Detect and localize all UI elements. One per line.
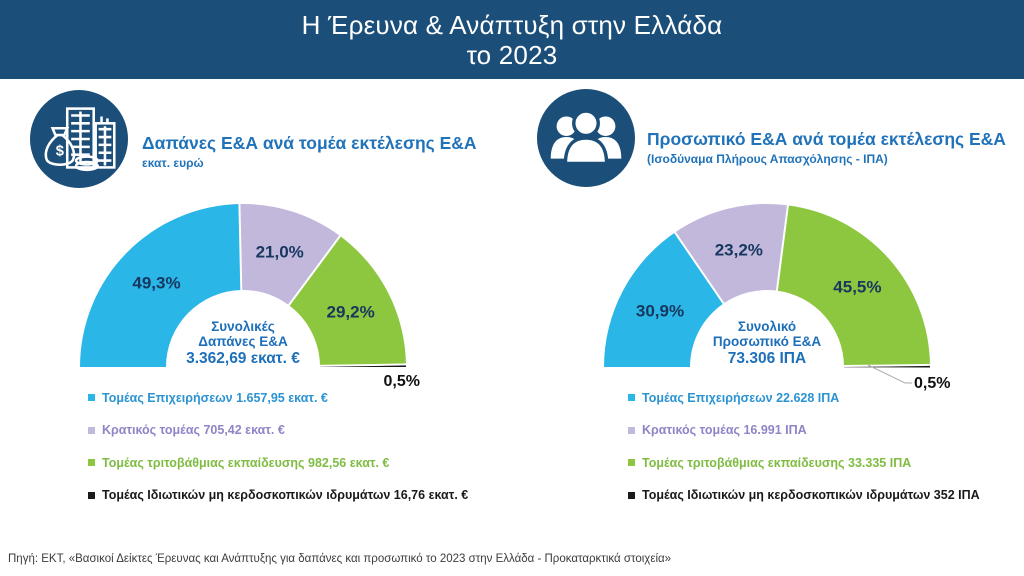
legend-item: Τομέας Ιδιωτικών μη κερδοσκοπικών ιδρυμά… — [628, 488, 980, 502]
legend-label: Τομέας Επιχειρήσεων 1.657,95 εκατ. € — [102, 390, 328, 405]
expenditure-legend: Τομέας Επιχειρήσεων 1.657,95 εκατ. € Κρα… — [88, 391, 468, 521]
total-label-line: Συνολικές — [211, 319, 275, 334]
svg-text:$: $ — [56, 144, 64, 160]
legend-bullet — [88, 426, 95, 434]
donut-segment — [239, 204, 341, 306]
total-label-line: Συνολικό — [737, 319, 797, 334]
donut-segment — [674, 203, 788, 304]
legend-bullet — [88, 459, 95, 466]
legend-label: Κρατικός τομέας 16.991 ΙΠΑ — [642, 423, 807, 437]
segment-percent-label: 21,0% — [256, 243, 304, 262]
page-title-line-1: Η Έρευνα & Ανάπτυξη στην Ελλάδα — [301, 9, 723, 40]
total-label-line: Προσωπικό Ε&Α — [712, 334, 822, 349]
segment-seam — [286, 234, 342, 308]
legend-bullet — [628, 459, 635, 466]
legend-label: Τομέας Επιχειρήσεων 22.628 ΙΠΑ — [642, 390, 840, 405]
panel-title-expenditure: Δαπάνες Ε&Α ανά τομέα εκτέλεσης Ε&Α — [142, 133, 477, 153]
people-group-icon — [537, 89, 635, 187]
segment-percent-label: 45,5% — [833, 278, 881, 297]
legend-item: Κρατικός τομέας 705,42 εκατ. € — [88, 423, 468, 437]
total-label-line: Δαπάνες Ε&Α — [198, 334, 288, 349]
segment-percent-label: 23,2% — [715, 240, 763, 259]
segment-seam — [673, 230, 726, 306]
donut-segment — [776, 205, 930, 367]
segment-seam — [238, 202, 243, 293]
legend-item: Κρατικός τομέας 16.991 ΙΠΑ — [628, 423, 980, 437]
expenditure-donut-chart: 49,3% 21,0% 29,2% 0,5% — [80, 202, 420, 390]
legend-bullet — [628, 426, 635, 434]
donut-segment — [604, 232, 724, 367]
donut-segment — [288, 236, 406, 366]
personnel-total-label: Συνολικό Προσωπικό Ε&Α 73.306 ΙΠΑ — [682, 319, 852, 367]
label-leader-line — [867, 364, 912, 384]
donut-segment — [80, 204, 242, 367]
legend-label: Τομέας τριτοβάθμιας εκπαίδευσης 982,56 ε… — [102, 455, 390, 470]
segment-percent-label: 0,5% — [914, 375, 950, 392]
segment-percent-label: 29,2% — [326, 303, 374, 322]
segment-percent-label: 0,5% — [384, 373, 420, 390]
segment-seam — [775, 203, 790, 293]
legend-label: Τομέας Ιδιωτικών μη κερδοσκοπικών ιδρυμά… — [102, 488, 469, 502]
legend-item: Τομέας Επιχειρήσεων 1.657,95 εκατ. € — [88, 390, 468, 405]
legend-bullet — [88, 491, 95, 499]
total-value: 73.306 ΙΠΑ — [727, 350, 807, 367]
legend-item: Τομέας τριτοβάθμιας εκπαίδευσης 33.335 Ι… — [628, 455, 980, 470]
legend-item: Τομέας τριτοβάθμιας εκπαίδευσης 982,56 ε… — [88, 455, 468, 470]
segment-percent-label: 49,3% — [132, 273, 180, 292]
legend-item: Τομέας Επιχειρήσεων 22.628 ΙΠΑ — [628, 390, 980, 405]
panel-title-personnel: Προσωπικό Ε&Α ανά τομέα εκτέλεσης Ε&Α — [647, 129, 1006, 149]
panel-subtitle-expenditure: εκατ. ευρώ — [142, 156, 204, 170]
title-banner: Η Έρευνα & Ανάπτυξη στην Ελλάδα το 2023 — [0, 0, 1024, 79]
expenditure-total-label: Συνολικές Δαπάνες Ε&Α 3.362,69 εκατ. € — [158, 319, 328, 367]
legend-label: Τομέας τριτοβάθμιας εκπαίδευσης 33.335 Ι… — [642, 455, 912, 470]
personnel-donut-chart: 30,9% 23,2% 45,5% 0,5% — [604, 203, 950, 392]
legend-item: Τομέας Ιδιωτικών μη κερδοσκοπικών ιδρυμά… — [88, 488, 469, 502]
panel-subtitle-personnel: (Ισοδύναμα Πλήρους Απασχόλησης - ΙΠΑ) — [647, 152, 888, 166]
personnel-legend: Τομέας Επιχειρήσεων 22.628 ΙΠΑ Κρατικός … — [628, 391, 980, 521]
segment-seam — [841, 363, 932, 368]
money-buildings-icon: $ — [30, 90, 128, 188]
legend-label: Κρατικός τομέας 705,42 εκατ. € — [102, 423, 285, 437]
segment-percent-label: 30,9% — [636, 302, 684, 321]
legend-bullet — [88, 394, 95, 401]
legend-label: Τομέας Ιδιωτικών μη κερδοσκοπικών ιδρυμά… — [642, 488, 980, 502]
legend-bullet — [628, 394, 635, 401]
source-note: Πηγή: ΕΚΤ, «Βασικοί Δείκτες Έρευνας και … — [8, 553, 672, 565]
segment-seam — [317, 363, 408, 367]
legend-bullet — [628, 491, 635, 499]
page-title-line-2: το 2023 — [466, 39, 558, 70]
total-value: 3.362,69 εκατ. € — [186, 350, 300, 367]
